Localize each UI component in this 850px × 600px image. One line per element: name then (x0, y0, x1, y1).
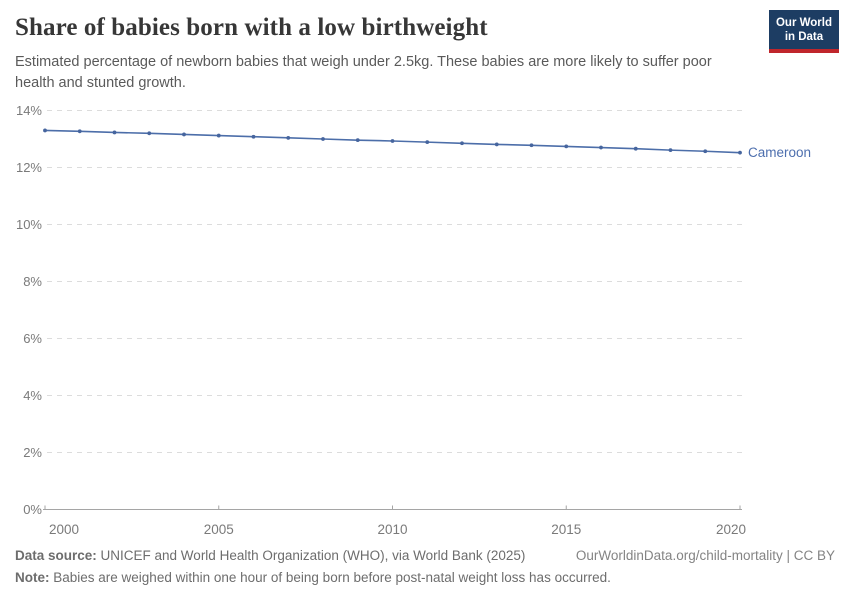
y-tick-label: 10% (16, 217, 42, 232)
y-tick-label: 2% (23, 445, 42, 460)
data-point[interactable] (703, 149, 708, 154)
note-label: Note: (15, 570, 50, 585)
data-point[interactable] (668, 148, 673, 153)
y-tick-label: 8% (23, 274, 42, 289)
x-tick-label: 2020 (716, 522, 746, 537)
data-source-text: Data source: UNICEF and World Health Org… (15, 545, 525, 567)
footer-note-row: Note: Babies are weighed within one hour… (15, 567, 835, 589)
data-point[interactable] (147, 131, 152, 136)
data-point[interactable] (529, 143, 534, 148)
owid-logo-line2: in Data (784, 31, 824, 44)
chart-footer: Data source: UNICEF and World Health Org… (15, 545, 835, 589)
data-point[interactable] (425, 140, 430, 145)
data-point[interactable] (494, 142, 499, 147)
x-tick-label: 2005 (204, 522, 234, 537)
y-tick-label: 6% (23, 331, 42, 346)
note-value: Babies are weighed within one hour of be… (49, 570, 611, 585)
data-point[interactable] (355, 138, 360, 143)
y-tick-label: 12% (16, 160, 42, 175)
data-point[interactable] (77, 129, 82, 134)
owid-url-link[interactable]: OurWorldinData.org/child-mortality | CC … (575, 548, 835, 563)
x-tick-label: 2010 (377, 522, 407, 537)
data-point[interactable] (564, 144, 569, 149)
owid-logo[interactable]: Our World in Data (768, 10, 839, 53)
data-point[interactable] (182, 132, 186, 137)
owid-logo-line1: Our World (775, 17, 832, 29)
y-tick-label: 4% (23, 388, 42, 403)
data-point[interactable] (112, 130, 117, 135)
data-point[interactable] (633, 146, 638, 151)
series-label[interactable]: Cameroon (748, 145, 811, 160)
y-tick-label: 0% (23, 502, 42, 517)
data-point[interactable] (599, 145, 603, 150)
data-point[interactable] (43, 128, 47, 133)
page-title: Share of babies born with a low birthwei… (15, 14, 488, 41)
data-source-value: UNICEF and World Health Organization (WH… (96, 548, 526, 563)
footer-source-row: Data source: UNICEF and World Health Org… (15, 545, 835, 567)
x-tick-label: 2015 (551, 522, 581, 537)
data-point[interactable] (390, 139, 395, 143)
y-tick-label: 14% (16, 103, 42, 118)
data-point[interactable] (216, 133, 221, 138)
data-source-label: Data source: (15, 548, 97, 563)
data-point[interactable] (321, 137, 325, 141)
data-point[interactable] (460, 141, 464, 146)
data-point[interactable] (738, 150, 742, 155)
data-point[interactable] (286, 135, 291, 140)
page-subtitle: Estimated percentage of newborn babies t… (15, 54, 712, 91)
x-tick-label: 2000 (49, 522, 79, 537)
data-point[interactable] (251, 134, 256, 139)
